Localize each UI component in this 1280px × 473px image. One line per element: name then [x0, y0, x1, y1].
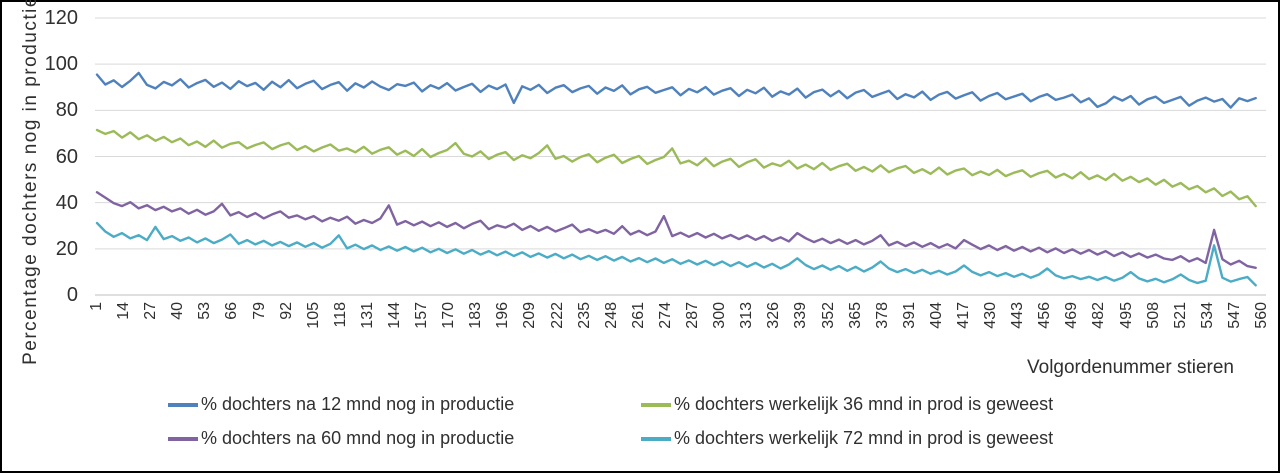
x-tick-label-443: 443 — [1009, 302, 1027, 329]
x-tick-label-339: 339 — [792, 302, 810, 329]
x-tick-label-547: 547 — [1225, 302, 1243, 329]
y-tick-label-0: 0 — [66, 284, 78, 306]
x-tick-label-482: 482 — [1090, 302, 1108, 329]
x-tick-label-313: 313 — [738, 302, 756, 329]
x-axis-title: Volgordenummer stieren — [1027, 357, 1234, 378]
x-tick-label-1: 1 — [88, 302, 105, 311]
x-tick-label-92: 92 — [277, 302, 295, 320]
legend-line-swatch-12mnd — [168, 402, 198, 407]
legend-item-36mnd: % dochters werkelijk 36 mnd in prod is g… — [641, 394, 1113, 415]
series-line-3 — [95, 221, 1257, 287]
x-tick-label-534: 534 — [1198, 302, 1216, 329]
series-line-1 — [95, 128, 1257, 208]
x-tick-label-469: 469 — [1063, 302, 1081, 329]
x-tick-label-508: 508 — [1144, 302, 1162, 329]
x-tick-label-326: 326 — [765, 302, 783, 329]
x-tick-label-209: 209 — [521, 302, 539, 329]
x-tick-label-222: 222 — [548, 302, 566, 329]
x-tick-label-27: 27 — [142, 302, 160, 320]
x-tick-label-157: 157 — [413, 302, 431, 329]
legend-line-swatch-72mnd — [641, 436, 671, 441]
x-tick-label-235: 235 — [575, 302, 593, 329]
series-line-0 — [95, 71, 1257, 109]
legend-line-swatch-36mnd — [641, 402, 671, 407]
x-tick-label-170: 170 — [440, 302, 458, 329]
x-tick-label-521: 521 — [1171, 302, 1189, 329]
x-tick-label-248: 248 — [602, 302, 620, 329]
y-tick-label-100: 100 — [44, 53, 78, 76]
legend-item-72mnd: % dochters werkelijk 72 mnd in prod is g… — [641, 428, 1113, 449]
x-tick-label-105: 105 — [304, 302, 322, 329]
legend-label-72mnd: % dochters werkelijk 72 mnd in prod is g… — [674, 428, 1054, 448]
x-tick-label-14: 14 — [115, 302, 133, 320]
x-tick-label-560: 560 — [1253, 302, 1270, 329]
x-tick-label-352: 352 — [819, 302, 837, 329]
x-tick-label-183: 183 — [467, 302, 485, 329]
y-tick-label-40: 40 — [55, 191, 78, 214]
x-tick-label-378: 378 — [873, 302, 891, 329]
y-tick-label-20: 20 — [55, 237, 78, 260]
y-tick-label-60: 60 — [55, 145, 78, 168]
legend-label-60mnd: % dochters na 60 mnd nog in productie — [201, 428, 515, 448]
y-tick-label-80: 80 — [55, 99, 78, 122]
x-tick-label-456: 456 — [1036, 302, 1054, 329]
series-line-2 — [95, 191, 1257, 269]
x-tick-label-274: 274 — [656, 302, 674, 329]
x-tick-label-287: 287 — [684, 302, 702, 329]
x-tick-label-79: 79 — [250, 302, 268, 320]
legend-item-12mnd: % dochters na 12 mnd nog in productie — [168, 394, 641, 415]
x-tick-label-131: 131 — [358, 302, 376, 329]
x-tick-label-300: 300 — [711, 302, 729, 329]
legend-item-60mnd: % dochters na 60 mnd nog in productie — [168, 428, 641, 449]
x-tick-label-417: 417 — [954, 302, 972, 329]
x-tick-label-261: 261 — [629, 302, 647, 329]
x-tick-label-118: 118 — [331, 302, 349, 328]
legend-label-12mnd: % dochters na 12 mnd nog in productie — [201, 394, 515, 414]
y-tick-label-120: 120 — [44, 7, 78, 29]
x-tick-label-66: 66 — [223, 302, 241, 320]
legend: % dochters na 12 mnd nog in productie % … — [168, 394, 1113, 449]
x-tick-label-404: 404 — [927, 302, 945, 329]
legend-label-36mnd: % dochters werkelijk 36 mnd in prod is g… — [674, 394, 1054, 414]
x-tick-label-391: 391 — [900, 302, 918, 329]
x-tick-label-430: 430 — [982, 302, 1000, 329]
x-tick-label-144: 144 — [386, 302, 404, 329]
legend-line-swatch-60mnd — [168, 436, 198, 441]
x-tick-label-365: 365 — [846, 302, 864, 329]
x-tick-label-495: 495 — [1117, 302, 1135, 329]
x-tick-label-53: 53 — [196, 302, 214, 320]
x-tick-label-40: 40 — [169, 302, 187, 320]
x-tick-label-196: 196 — [494, 302, 512, 329]
